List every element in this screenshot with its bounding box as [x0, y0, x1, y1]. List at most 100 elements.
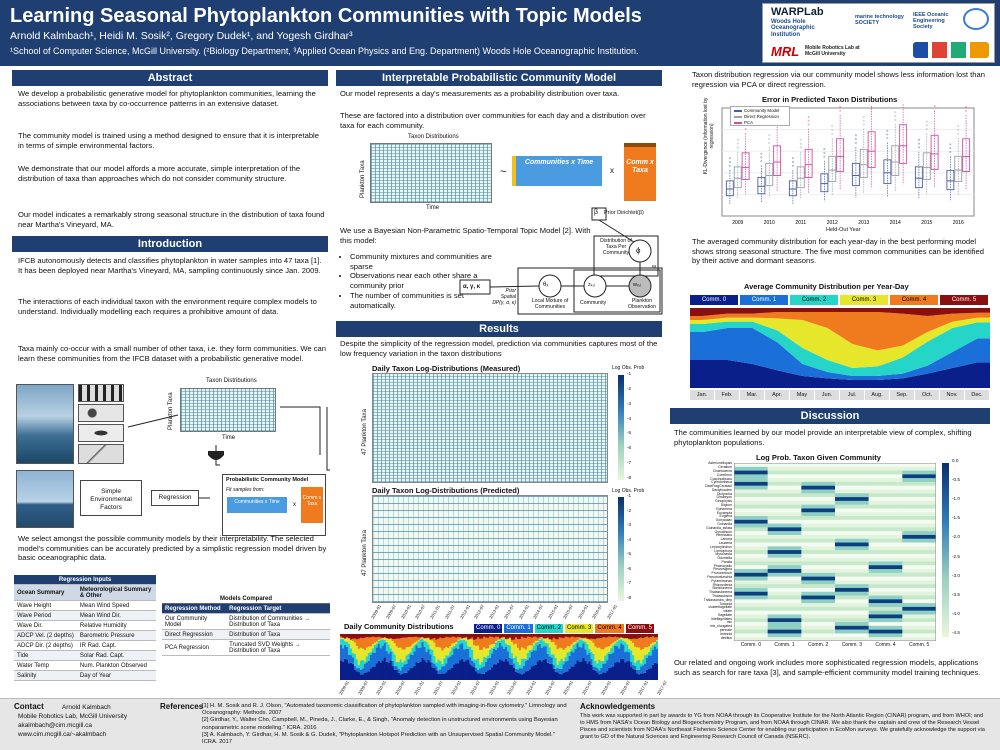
community-stripe-segment: [481, 649, 484, 663]
community-stripe-segment: [487, 637, 490, 649]
community-stripe-segment: [427, 649, 430, 660]
heatmap-cell: [902, 463, 936, 467]
community-stripe-segment: [447, 647, 450, 656]
community-stripe-segment: [574, 634, 577, 638]
community-stripe-segment: [359, 660, 363, 670]
community-stripe-segment: [411, 644, 414, 648]
taxon-label: Prorocentrum: [711, 571, 732, 576]
community-stripe-segment: [417, 640, 420, 642]
community-stripe-segment: [512, 644, 516, 658]
heatmap-cell: [767, 504, 802, 509]
community-stripe-segment: [562, 664, 565, 673]
heatmap-cell: [902, 599, 936, 604]
heatmap-cell: [767, 610, 802, 615]
community-stripe-segment: [425, 662, 428, 680]
heatmap-cell: [734, 531, 768, 536]
community-stripe-segment: [433, 642, 436, 656]
date-tick: 2016-01: [599, 679, 612, 696]
community-stripe-segment: [544, 638, 548, 639]
kl-xtick: 2015: [921, 220, 932, 226]
heatmap-cell: [868, 576, 903, 581]
community-stripe-segment: [493, 664, 496, 680]
community-stripe-segment: [495, 642, 498, 650]
table-cell: Salinity: [14, 670, 77, 681]
intro-time-label: Time: [222, 435, 236, 441]
taxon-label: Pseudonitzschia: [707, 575, 732, 580]
community-stripe-segment: [654, 662, 657, 680]
community-stripe-segment: [355, 659, 359, 669]
community-stripe-segment: [562, 661, 565, 665]
community-stripe-segment: [421, 637, 424, 640]
community-stripe-segment: [479, 664, 482, 669]
community-stripe-segment: [467, 646, 470, 650]
community-stripe-segment: [510, 653, 514, 660]
date-tick: 2012-07: [473, 603, 486, 620]
community-stripe-segment: [612, 666, 615, 680]
community-stripe-segment: [566, 652, 569, 661]
community-stripe-segment: [586, 638, 589, 640]
community-legend-right: Comm. 0 Comm. 1 Comm. 2 Comm. 3 Comm. 4 Comm.…: [690, 295, 990, 305]
community-stripe-segment: [584, 649, 587, 661]
community-stripe-segment: [550, 639, 554, 643]
intro-taxon-dist-label: Taxon Distributions: [206, 378, 257, 384]
community-stripe-segment: [612, 637, 615, 643]
community-stripe-segment: [516, 647, 520, 662]
community-stripe-segment: [546, 662, 550, 680]
community-stripe-segment: [401, 662, 404, 667]
community-stripe-segment: [544, 638, 548, 643]
community-stripe-segment: [441, 663, 444, 667]
regression-box: Regression: [151, 490, 199, 506]
kl-box: [765, 134, 774, 198]
community-stripe-segment: [516, 634, 520, 639]
contact-website[interactable]: www.cim.mcgill.ca/~akalmbach: [18, 731, 107, 738]
community-stripe-segment: [363, 634, 367, 638]
abstract-p1: We develop a probabilistic generative mo…: [18, 89, 316, 108]
community-stripe-segment: [606, 660, 609, 672]
month-tick: Mar.: [740, 390, 764, 400]
community-stripe-segment: [377, 634, 381, 637]
community-stripe-segment: [353, 642, 357, 654]
contact-email[interactable]: akalmbach@cim.mcgill.ca: [18, 722, 92, 729]
community-stripe-segment: [590, 640, 593, 652]
community-stripe-segment: [640, 673, 643, 680]
community-stripe-segment: [608, 646, 611, 652]
community-stripe-segment: [612, 652, 615, 667]
heatmap-cell: [902, 569, 936, 574]
community-stripe-segment: [385, 638, 389, 639]
community-stripe-segment: [628, 634, 631, 639]
taxon-label: Eucampia: [716, 510, 732, 515]
community-stripe-segment: [618, 634, 621, 638]
community-stripe-segment: [341, 639, 345, 649]
community-stripe-segment: [590, 634, 593, 639]
heatmap-cell: [734, 637, 768, 641]
community-stripe-segment: [644, 647, 647, 656]
gm-w: wₓ,ᵢ: [633, 282, 642, 288]
community-stripe-segment: [632, 634, 635, 639]
heatmap-cell: [835, 565, 869, 570]
heatmap-cell: [767, 565, 802, 570]
taxon-label: Guinardia: [717, 521, 732, 526]
community-stripe-segment: [556, 649, 560, 665]
community-stripe-segment: [453, 648, 456, 665]
community-stripe-segment: [560, 658, 563, 669]
gm-beta: β: [594, 209, 599, 216]
heatmap-cell: [767, 599, 802, 604]
community-stripe-segment: [634, 634, 637, 639]
heatmap-cell: [868, 603, 903, 608]
heatmap-cell: [868, 470, 903, 475]
table-row: PCA Regression Truncated SVD Weights → Di…: [162, 639, 330, 656]
heatmap-cell: [902, 622, 936, 627]
community-stripe-segment: [596, 668, 599, 673]
community-stripe-segment: [463, 649, 466, 662]
table-cell: Solar Rad. Capt.: [76, 650, 156, 661]
community-stripe-segment: [385, 661, 389, 680]
heatmap-cell: [801, 546, 836, 551]
plankton-image-4: [78, 444, 124, 464]
community-stripe-segment: [443, 648, 446, 659]
community-stripe-segment: [532, 634, 536, 637]
community-stripe-segment: [383, 637, 387, 638]
community-stripe-segment: [391, 638, 395, 641]
community-stripe-segment: [552, 668, 556, 680]
community-stripe-segment: [455, 634, 458, 638]
community-stripe-segment: [620, 637, 623, 640]
